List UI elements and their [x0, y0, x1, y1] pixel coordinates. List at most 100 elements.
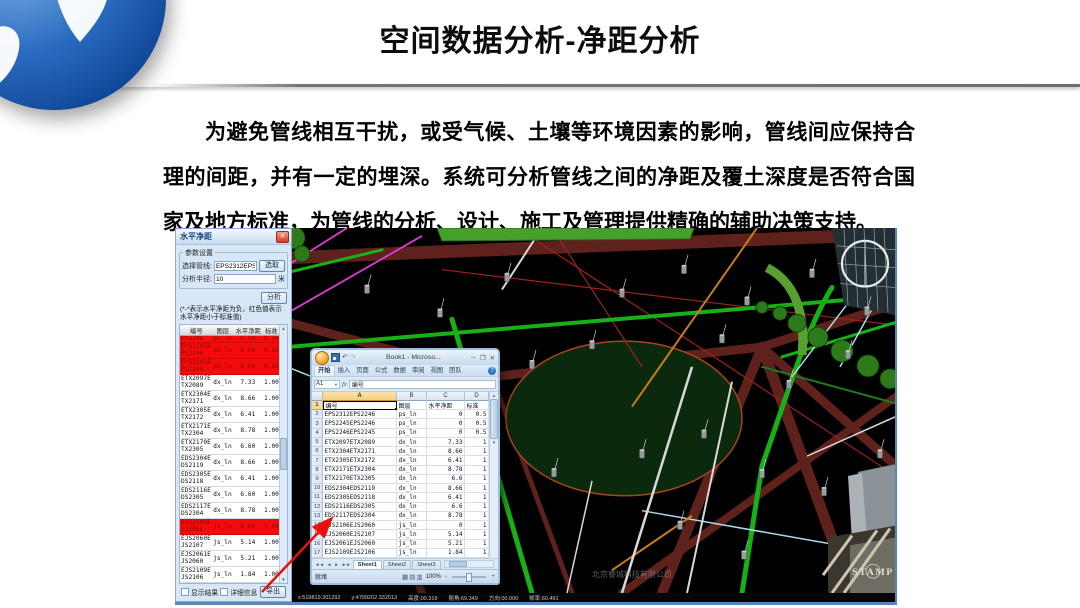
restore-icon[interactable]: ❐: [479, 354, 486, 362]
zoom-in-icon[interactable]: +: [491, 573, 495, 580]
excel-cell[interactable]: EPS2312EPS2246: [323, 410, 397, 420]
excel-cell[interactable]: 标准: [465, 401, 489, 411]
show-results-checkbox[interactable]: [181, 587, 189, 596]
ribbon-tab-5[interactable]: 数据: [393, 367, 406, 374]
prev-sheet-icon[interactable]: ◄: [326, 561, 332, 567]
excel-cell[interactable]: 1: [465, 465, 489, 475]
ribbon-tab-3[interactable]: 页面: [356, 367, 369, 374]
pick-button[interactable]: 选取: [259, 260, 285, 272]
clearance-row[interactable]: EPS2246EPS2245 ps_ln 0.00 0.50: [180, 359, 279, 376]
row-number[interactable]: 6: [312, 447, 323, 457]
scroll-up-icon[interactable]: ▲: [491, 393, 497, 398]
sheet-tab-sheet3[interactable]: Sheet3: [412, 559, 441, 570]
clearance-row[interactable]: EJS2061EJS2060 js_ln 5.21 1.00: [180, 551, 279, 568]
row-number[interactable]: 1: [312, 401, 323, 411]
clearance-row[interactable]: EPS2245EPS2246 ps_ln 0.00 0.50: [180, 343, 279, 360]
excel-cell[interactable]: 1.84: [427, 548, 465, 558]
row-number[interactable]: 4: [312, 428, 323, 438]
help-icon[interactable]: ?: [488, 367, 496, 375]
ribbon-tab-8[interactable]: 团队: [449, 367, 462, 374]
clearance-row[interactable]: ETX2304ETX2171 dx_ln 8.66 1.00: [180, 391, 279, 408]
excel-cell[interactable]: 1: [465, 447, 489, 457]
ribbon-tab-7[interactable]: 视图: [430, 367, 444, 374]
row-number[interactable]: 7: [312, 456, 323, 466]
scroll-down-icon[interactable]: ▼: [281, 577, 286, 582]
save-icon[interactable]: [331, 353, 340, 362]
excel-cell[interactable]: EJS2106EJS2060: [323, 521, 397, 531]
analyze-button[interactable]: 分析: [261, 292, 287, 304]
excel-cell[interactable]: 8.66: [427, 447, 465, 457]
excel-cell[interactable]: 图层: [397, 401, 427, 411]
close-icon[interactable]: ✕: [276, 230, 289, 243]
row-number[interactable]: 3: [312, 419, 323, 429]
clearance-row[interactable]: EJS2106EJS2060 js_ln 0.00 1.00: [180, 519, 279, 536]
excel-cell[interactable]: 0.5: [465, 419, 489, 429]
excel-cell[interactable]: 编号: [323, 401, 397, 411]
export-button[interactable]: 导出: [260, 585, 286, 598]
excel-cell[interactable]: 1: [465, 530, 489, 540]
excel-cell[interactable]: 6.41: [427, 456, 465, 466]
clearance-row[interactable]: EJS2060EJS2107 js_ln 5.14 1.00: [180, 535, 279, 552]
excel-cell[interactable]: ps_ln: [397, 419, 427, 429]
scroll-thumb[interactable]: [490, 399, 498, 439]
column-header[interactable]: B: [397, 392, 427, 401]
minimize-icon[interactable]: ─: [471, 354, 476, 361]
excel-cell[interactable]: dx_ln: [397, 493, 427, 503]
clearance-row[interactable]: EJS2109EJS2106 js_ln 1.84 1.00: [180, 567, 279, 583]
excel-cell[interactable]: EPS2245EPS2246: [323, 419, 397, 429]
excel-cell[interactable]: 6.41: [427, 493, 465, 503]
zoom-out-icon[interactable]: −: [443, 573, 448, 580]
excel-cell[interactable]: 6.6: [427, 502, 465, 512]
excel-cell[interactable]: 1: [465, 511, 489, 522]
excel-cell[interactable]: EDS2116EDS2305: [323, 502, 397, 512]
excel-cell[interactable]: dx_ln: [397, 502, 427, 512]
excel-cell[interactable]: 1: [465, 539, 489, 549]
horizontal-scrollbar[interactable]: [443, 560, 494, 568]
excel-cell[interactable]: 6.6: [427, 474, 465, 485]
excel-cell[interactable]: 0.5: [465, 410, 489, 420]
excel-cell[interactable]: EJS2061EJS2060: [323, 539, 397, 549]
name-box[interactable]: A1 ▼: [314, 379, 340, 389]
excel-cell[interactable]: EPS2246EPS2245: [323, 428, 397, 438]
select-all-corner[interactable]: [312, 392, 323, 401]
column-header[interactable]: C: [427, 392, 465, 401]
column-header[interactable]: D: [465, 392, 489, 401]
excel-cell[interactable]: 1: [465, 548, 489, 558]
row-number[interactable]: 17: [312, 548, 323, 558]
row-number[interactable]: 5: [312, 437, 323, 448]
excel-cell[interactable]: dx_ln: [397, 447, 427, 457]
excel-cell[interactable]: 0: [427, 428, 465, 438]
excel-cell[interactable]: 1: [465, 474, 489, 485]
ribbon-tab-1[interactable]: 开始: [314, 365, 335, 376]
sheet-tab-sheet1[interactable]: Sheet1: [352, 559, 382, 570]
excel-cell[interactable]: 0: [427, 521, 465, 531]
next-sheet-icon[interactable]: ►: [334, 561, 339, 567]
excel-cell[interactable]: ps_ln: [397, 410, 427, 420]
excel-cell[interactable]: 8.78: [427, 465, 465, 475]
excel-cell[interactable]: js_ln: [397, 521, 427, 531]
radius-input[interactable]: [213, 274, 276, 284]
excel-cell[interactable]: ETX2170ETX2305: [323, 474, 397, 485]
excel-cell[interactable]: dx_ln: [397, 456, 427, 466]
last-sheet-icon[interactable]: ►►: [341, 561, 351, 567]
excel-cell[interactable]: ETX2305ETX2172: [323, 456, 397, 466]
row-number[interactable]: 11: [312, 493, 323, 503]
row-number[interactable]: 10: [312, 484, 323, 494]
row-number[interactable]: 2: [312, 410, 323, 420]
excel-cell[interactable]: 0: [427, 419, 465, 429]
page-break-icon[interactable]: ▥: [416, 573, 423, 581]
excel-cell[interactable]: 1: [465, 484, 489, 494]
pipeline-input[interactable]: [213, 261, 257, 271]
clearance-row[interactable]: ETX2171ETX2304 dx_ln 8.78 1.00: [180, 423, 279, 440]
ribbon-tab-4[interactable]: 公式: [374, 367, 388, 374]
undo-icon[interactable]: ↶: [342, 354, 348, 361]
excel-cell[interactable]: 0: [427, 410, 465, 420]
column-header[interactable]: A: [323, 392, 397, 401]
clearance-row[interactable]: ETX2097ETX2089 dx_ln 7.33 1.00: [180, 375, 279, 392]
scroll-thumb[interactable]: [280, 438, 287, 470]
normal-view-icon[interactable]: ▦: [402, 573, 409, 581]
excel-cell[interactable]: ETX2171ETX2304: [323, 465, 397, 475]
excel-cell[interactable]: ETX2304ETX2171: [323, 447, 397, 457]
excel-cell[interactable]: 1: [465, 521, 489, 531]
excel-cell[interactable]: dx_ln: [397, 437, 427, 448]
